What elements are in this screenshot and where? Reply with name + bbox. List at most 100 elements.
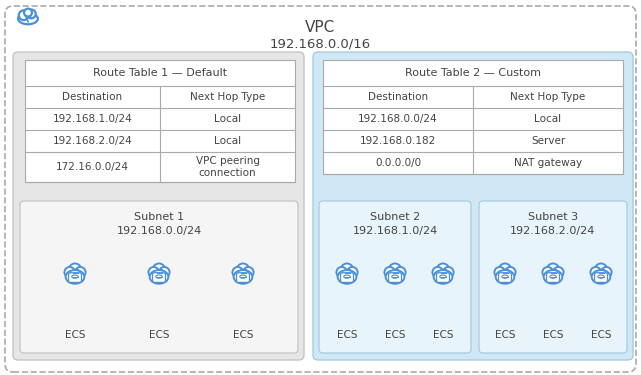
FancyBboxPatch shape bbox=[153, 273, 165, 282]
Text: VPC peering
connection: VPC peering connection bbox=[196, 156, 260, 178]
Text: 192.168.0.0/16: 192.168.0.0/16 bbox=[269, 38, 370, 51]
Circle shape bbox=[494, 267, 505, 278]
Text: Subnet 2: Subnet 2 bbox=[370, 212, 420, 222]
Circle shape bbox=[389, 264, 401, 276]
Text: ECS: ECS bbox=[233, 330, 253, 340]
Circle shape bbox=[553, 267, 563, 278]
Text: Local: Local bbox=[535, 114, 562, 124]
Ellipse shape bbox=[338, 270, 356, 284]
Text: Subnet 1: Subnet 1 bbox=[134, 212, 184, 222]
Circle shape bbox=[542, 267, 553, 278]
Text: Subnet 3: Subnet 3 bbox=[528, 212, 578, 222]
Circle shape bbox=[27, 9, 36, 18]
Text: 0.0.0.0/0: 0.0.0.0/0 bbox=[375, 158, 421, 168]
Text: NAT gateway: NAT gateway bbox=[514, 158, 582, 168]
FancyBboxPatch shape bbox=[69, 273, 81, 282]
FancyBboxPatch shape bbox=[594, 273, 608, 282]
Circle shape bbox=[19, 10, 28, 20]
Ellipse shape bbox=[598, 275, 604, 278]
FancyBboxPatch shape bbox=[5, 6, 636, 372]
Ellipse shape bbox=[149, 270, 169, 284]
Ellipse shape bbox=[434, 270, 453, 284]
Circle shape bbox=[505, 267, 515, 278]
Circle shape bbox=[601, 267, 612, 278]
Text: Local: Local bbox=[214, 114, 241, 124]
FancyBboxPatch shape bbox=[437, 273, 449, 282]
Text: 192.168.0.0/24: 192.168.0.0/24 bbox=[117, 226, 202, 236]
Text: ECS: ECS bbox=[543, 330, 563, 340]
Circle shape bbox=[75, 267, 85, 278]
Ellipse shape bbox=[240, 275, 246, 278]
Circle shape bbox=[337, 267, 347, 278]
Circle shape bbox=[595, 264, 607, 276]
Circle shape bbox=[437, 264, 449, 276]
Ellipse shape bbox=[502, 275, 508, 278]
Circle shape bbox=[443, 267, 454, 278]
FancyBboxPatch shape bbox=[479, 201, 627, 353]
Text: ECS: ECS bbox=[149, 330, 169, 340]
Ellipse shape bbox=[495, 270, 514, 284]
Text: Local: Local bbox=[214, 136, 241, 146]
Circle shape bbox=[547, 264, 559, 276]
Ellipse shape bbox=[72, 275, 78, 278]
Text: 192.168.1.0/24: 192.168.1.0/24 bbox=[53, 114, 133, 124]
Ellipse shape bbox=[392, 275, 398, 278]
Text: Next Hop Type: Next Hop Type bbox=[190, 92, 265, 102]
Circle shape bbox=[159, 267, 170, 278]
Circle shape bbox=[499, 264, 511, 276]
Circle shape bbox=[243, 267, 254, 278]
Circle shape bbox=[590, 267, 601, 278]
Text: ECS: ECS bbox=[65, 330, 85, 340]
Circle shape bbox=[341, 264, 353, 276]
Circle shape bbox=[153, 264, 165, 276]
FancyBboxPatch shape bbox=[20, 201, 298, 353]
Text: Route Table 2 — Custom: Route Table 2 — Custom bbox=[405, 68, 541, 78]
Ellipse shape bbox=[440, 275, 446, 278]
Text: ECS: ECS bbox=[337, 330, 357, 340]
Text: ECS: ECS bbox=[385, 330, 405, 340]
Circle shape bbox=[395, 267, 406, 278]
Text: 172.16.0.0/24: 172.16.0.0/24 bbox=[56, 162, 129, 172]
Circle shape bbox=[385, 267, 395, 278]
Circle shape bbox=[237, 264, 249, 276]
Text: 192.168.2.0/24: 192.168.2.0/24 bbox=[53, 136, 133, 146]
Text: ECS: ECS bbox=[433, 330, 453, 340]
Text: Server: Server bbox=[531, 136, 565, 146]
FancyBboxPatch shape bbox=[499, 273, 512, 282]
Ellipse shape bbox=[550, 275, 556, 278]
Circle shape bbox=[233, 267, 243, 278]
FancyBboxPatch shape bbox=[388, 273, 401, 282]
FancyBboxPatch shape bbox=[319, 201, 471, 353]
Circle shape bbox=[347, 267, 358, 278]
Ellipse shape bbox=[18, 13, 38, 24]
Text: 192.168.0.182: 192.168.0.182 bbox=[360, 136, 436, 146]
Ellipse shape bbox=[156, 275, 162, 278]
Circle shape bbox=[69, 264, 81, 276]
FancyBboxPatch shape bbox=[547, 273, 560, 282]
Text: 192.168.0.0/24: 192.168.0.0/24 bbox=[358, 114, 438, 124]
Bar bbox=[25, 60, 295, 182]
Ellipse shape bbox=[386, 270, 404, 284]
Text: VPC: VPC bbox=[305, 20, 335, 34]
FancyBboxPatch shape bbox=[237, 273, 249, 282]
FancyBboxPatch shape bbox=[313, 52, 633, 360]
FancyBboxPatch shape bbox=[340, 273, 353, 282]
Circle shape bbox=[24, 9, 32, 16]
Ellipse shape bbox=[65, 270, 85, 284]
Text: ECS: ECS bbox=[591, 330, 612, 340]
Circle shape bbox=[149, 267, 159, 278]
Text: ECS: ECS bbox=[495, 330, 515, 340]
Ellipse shape bbox=[592, 270, 610, 284]
Circle shape bbox=[433, 267, 443, 278]
Text: Route Table 1 — Default: Route Table 1 — Default bbox=[93, 68, 227, 78]
Ellipse shape bbox=[544, 270, 562, 284]
Text: Destination: Destination bbox=[368, 92, 428, 102]
Text: Next Hop Type: Next Hop Type bbox=[510, 92, 586, 102]
Ellipse shape bbox=[234, 270, 253, 284]
Text: 192.168.1.0/24: 192.168.1.0/24 bbox=[353, 226, 438, 236]
Bar bbox=[323, 60, 623, 174]
FancyBboxPatch shape bbox=[13, 52, 304, 360]
Text: Destination: Destination bbox=[62, 92, 122, 102]
Ellipse shape bbox=[344, 275, 350, 278]
Circle shape bbox=[65, 267, 75, 278]
